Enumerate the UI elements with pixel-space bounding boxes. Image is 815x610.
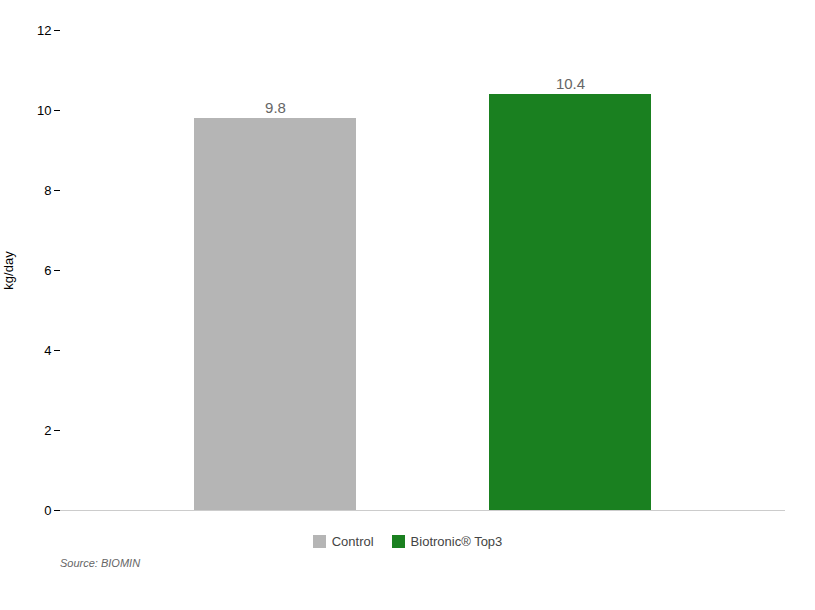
html-text:Source: BIOMIN: Source: BIOMIN <box>60 557 141 569</box>
html-text:Biotronic® Top3: Biotronic® Top3 <box>410 534 503 549</box>
svg-text:9.8: 9.8 <box>265 99 286 116</box>
svg-text:2: 2 <box>44 423 51 438</box>
svg-text:10: 10 <box>37 103 51 118</box>
svg-text:12: 12 <box>37 23 51 38</box>
svg-text:6: 6 <box>44 263 51 278</box>
svg-text:8: 8 <box>44 183 51 198</box>
svg-text:0: 0 <box>44 503 51 518</box>
svg-text:10.4: 10.4 <box>556 75 585 92</box>
svg-text:kg/day: kg/day <box>1 251 16 290</box>
html-text:Control: Control <box>331 534 374 549</box>
svg-text:4: 4 <box>44 343 51 358</box>
